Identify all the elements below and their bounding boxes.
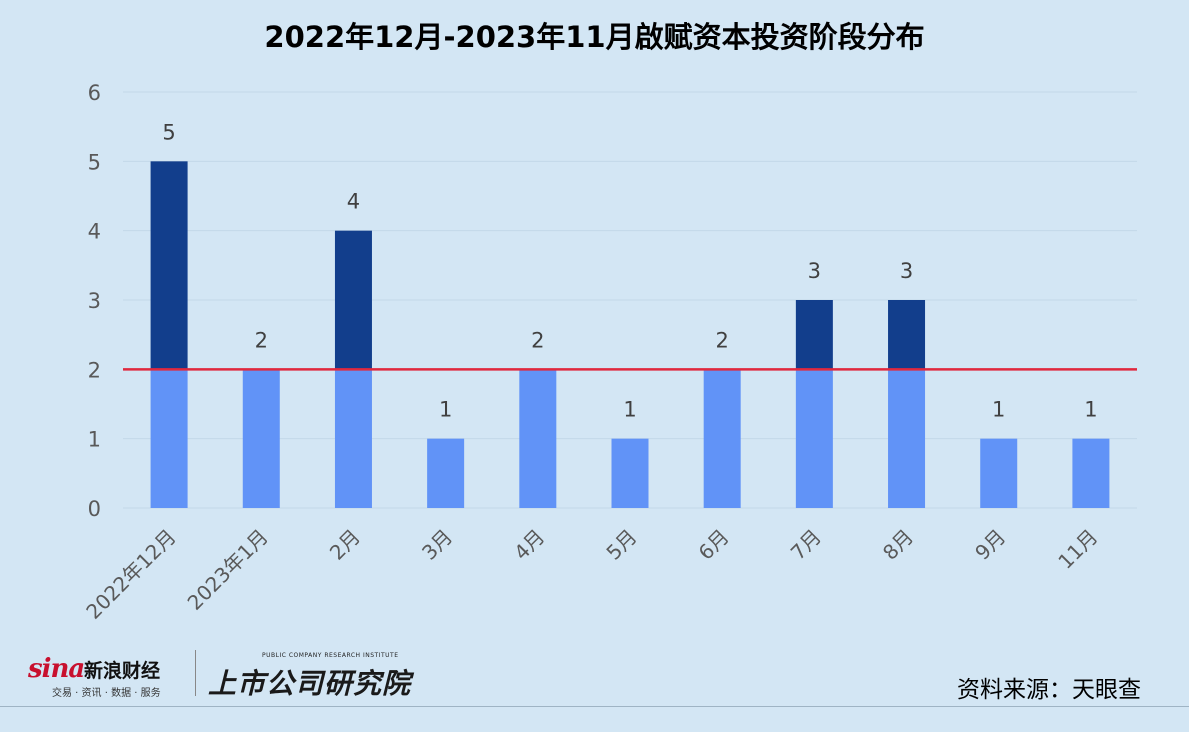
bar — [888, 369, 926, 508]
x-axis-ticks: 2022年12月 2023年1月 2月 3月 4月 5月 6月 7月 8月 9月 11月 — [81, 525, 1102, 624]
data-label: 5 — [162, 120, 175, 144]
bar — [795, 369, 833, 508]
bar — [611, 438, 649, 508]
bar-above-reference — [150, 161, 188, 370]
institute-logo: PUBLIC COMPANY RESEARCH INSTITUTE 上市公司研究… — [206, 650, 436, 700]
x-tick-label: 3月 — [417, 525, 457, 565]
sina-tagline: 交易 · 资讯 · 数据 · 服务 — [52, 688, 161, 699]
y-tick-label: 5 — [88, 150, 101, 174]
bar — [334, 369, 372, 508]
bar — [1072, 438, 1110, 508]
y-tick-label: 6 — [88, 81, 101, 105]
x-tick-label: 8月 — [878, 525, 918, 565]
y-tick-label: 3 — [88, 289, 101, 313]
x-tick-label: 6月 — [694, 525, 734, 565]
data-label: 1 — [1084, 398, 1097, 422]
bar-above-reference — [334, 230, 372, 370]
x-tick-label: 2023年1月 — [183, 525, 273, 615]
bar — [519, 369, 557, 508]
institute-english-name: PUBLIC COMPANY RESEARCH INSTITUTE — [262, 652, 399, 659]
data-label: 3 — [900, 259, 913, 283]
x-tick-label: 5月 — [601, 525, 641, 565]
bar — [703, 369, 741, 508]
x-tick-label: 4月 — [509, 525, 549, 565]
bar — [980, 438, 1018, 508]
bar-above-reference — [795, 300, 833, 370]
sina-brand-name: 新浪财经 — [84, 660, 161, 682]
y-tick-label: 2 — [88, 358, 101, 382]
data-labels: 5 2 4 1 2 1 2 3 3 1 1 — [162, 120, 1097, 421]
data-label: 1 — [439, 398, 452, 422]
y-tick-label: 4 — [88, 220, 101, 244]
y-tick-label: 0 — [88, 497, 101, 521]
sina-finance-logo: sina 新浪财经 交易 · 资讯 · 数据 · 服务 — [28, 652, 188, 699]
data-label: 2 — [255, 328, 268, 352]
data-label: 2 — [531, 328, 544, 352]
footer-divider — [0, 706, 1189, 707]
bar — [150, 369, 188, 508]
bar-above-reference — [888, 300, 926, 370]
bar — [427, 438, 465, 508]
data-label: 3 — [808, 259, 821, 283]
x-tick-label: 2月 — [325, 525, 365, 565]
data-label: 1 — [623, 398, 636, 422]
bars — [150, 161, 1110, 508]
data-source: 资料来源：天眼查 — [957, 677, 1141, 703]
data-label: 1 — [992, 398, 1005, 422]
x-tick-label: 2022年12月 — [81, 525, 180, 624]
logo-divider — [195, 650, 196, 696]
x-tick-label: 7月 — [786, 525, 826, 565]
institute-chinese-name: 上市公司研究院 — [208, 667, 412, 700]
data-label: 4 — [347, 190, 360, 214]
bar — [242, 369, 280, 508]
y-axis-ticks: 0 1 2 3 4 5 6 — [88, 81, 101, 521]
x-tick-label: 11月 — [1053, 525, 1102, 574]
chart-title: 2022年12月-2023年11月啟赋资本投资阶段分布 — [264, 20, 925, 54]
data-label: 2 — [715, 328, 728, 352]
sina-wordmark: sina — [28, 654, 85, 684]
bar-chart: 0 1 2 3 4 5 6 5 2 4 1 2 1 2 3 3 1 1 2022年12月 2023年1月 2月 3月 4… — [81, 81, 1137, 624]
x-tick-label: 9月 — [970, 525, 1010, 565]
y-tick-label: 1 — [88, 428, 101, 452]
